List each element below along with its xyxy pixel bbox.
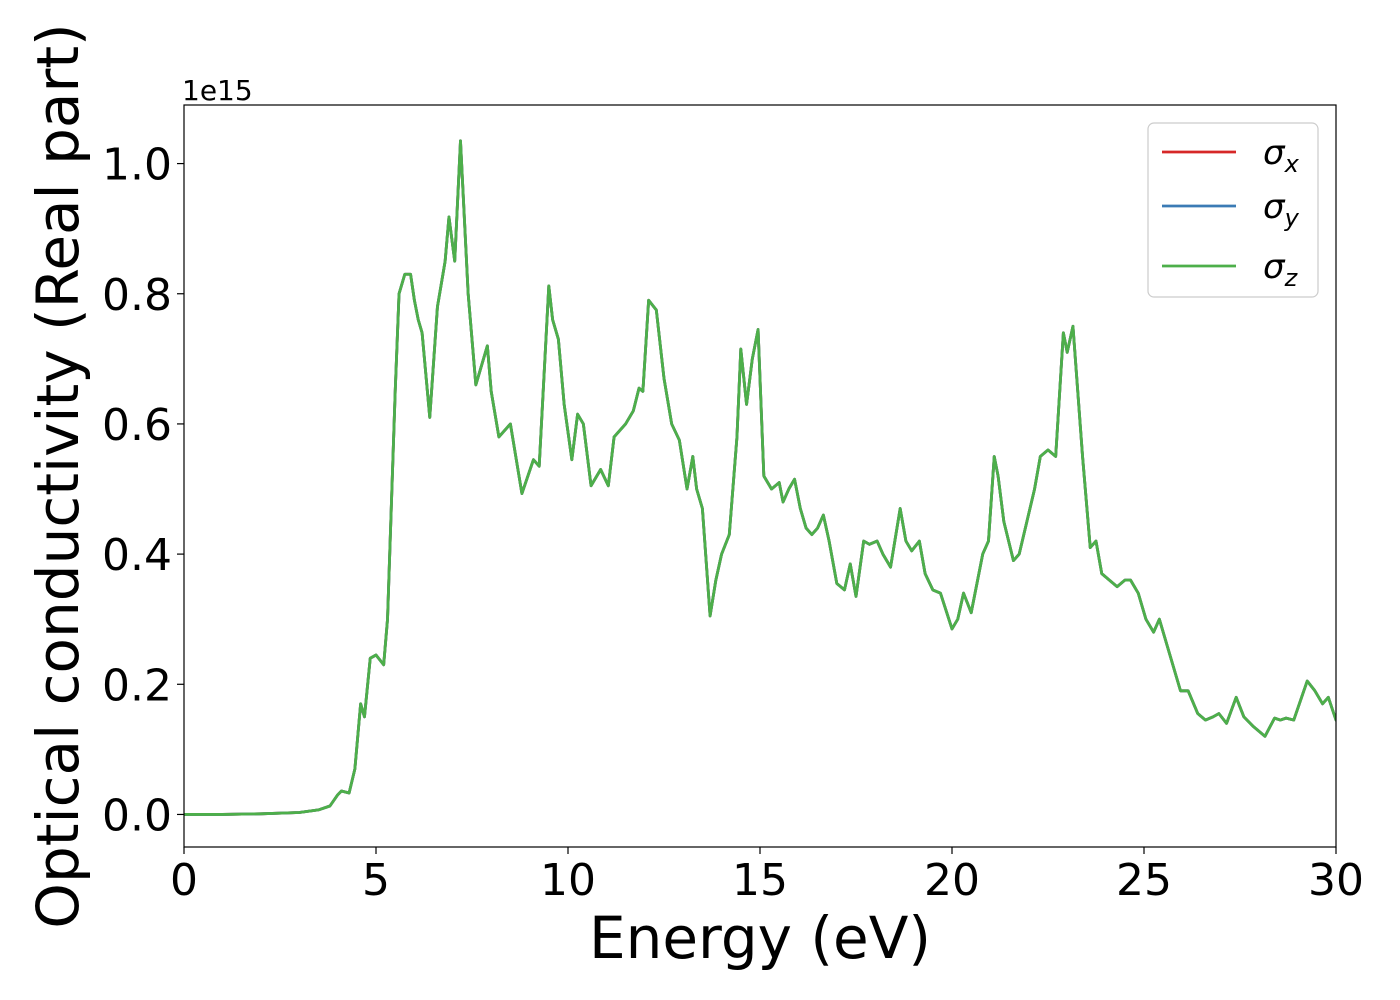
y-tick-label: 0.8 [102, 270, 172, 321]
x-tick-label: 5 [362, 855, 390, 906]
y-offset-label: 1e15 [182, 74, 253, 107]
x-tick-label: 20 [924, 855, 980, 906]
y-tick-label: 0.4 [102, 530, 172, 581]
y-tick-label: 0.6 [102, 400, 172, 451]
legend-box [1147, 122, 1319, 298]
y-axis-ticks: 0.0 0.2 0.4 0.6 0.8 1.0 [102, 140, 184, 841]
x-tick-label: 15 [732, 855, 788, 906]
y-tick-label: 0.2 [102, 660, 172, 711]
y-tick-label: 1.0 [102, 140, 172, 191]
x-tick-label: 25 [1116, 855, 1172, 906]
series-line-z [184, 139, 1336, 816]
y-axis-label: Optical conductivity (Real part) [24, 23, 92, 928]
x-axis-ticks: 0 5 10 15 20 25 30 [170, 847, 1364, 906]
y-tick-label: 0.0 [102, 790, 172, 841]
x-axis-label: Energy (eV) [589, 904, 931, 972]
x-tick-label: 10 [540, 855, 596, 906]
x-tick-label: 30 [1308, 855, 1364, 906]
series-layer [184, 139, 1336, 816]
x-tick-label: 0 [170, 855, 198, 906]
